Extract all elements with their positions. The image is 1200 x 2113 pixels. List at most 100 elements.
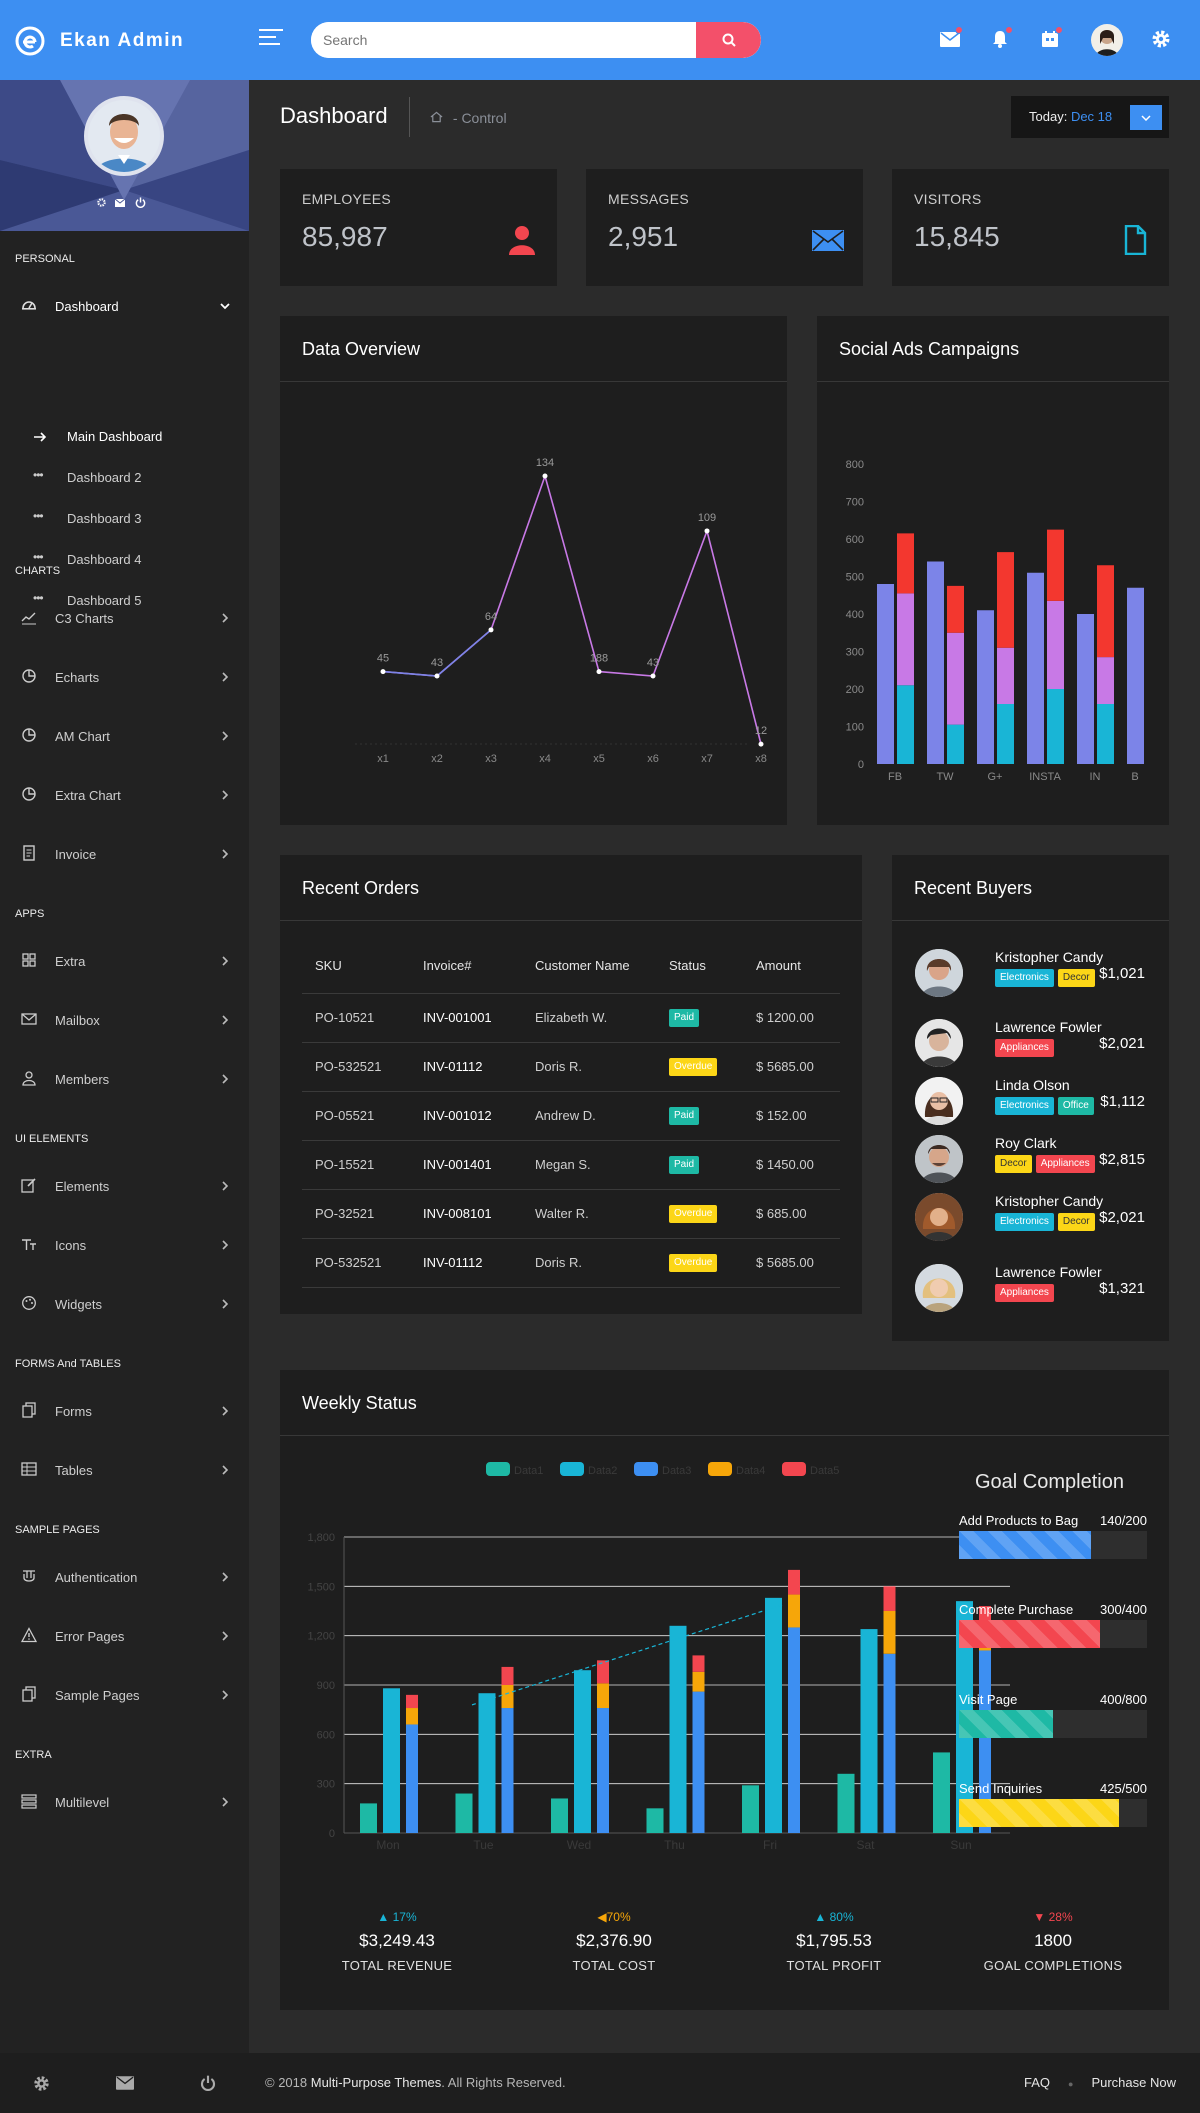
buyer-avatar	[915, 1135, 963, 1183]
sidebar-item-members[interactable]: Members	[0, 1054, 249, 1104]
power-icon[interactable]	[135, 197, 146, 208]
mail-icon[interactable]	[115, 199, 125, 207]
card-header: Weekly Status	[280, 1370, 1169, 1436]
table-row[interactable]: PO-532521 INV-01112 Doris R. Overdue $ 5685.…	[302, 1238, 840, 1288]
cell-invoice[interactable]: INV-001012	[410, 1091, 522, 1141]
search-input[interactable]	[311, 22, 691, 58]
menu-toggle-icon[interactable]	[259, 29, 283, 49]
sidebar-item-tables[interactable]: Tables	[0, 1445, 249, 1495]
tag-badge: Electronics	[995, 1097, 1054, 1115]
buyer-item[interactable]: Linda Olson Electronics Office $1,112	[915, 1077, 1173, 1137]
bar-data2	[383, 1688, 400, 1833]
gear-icon[interactable]	[97, 198, 106, 207]
buyer-item[interactable]: Kristopher Candy Electronics Decor $2,021	[915, 1193, 1173, 1253]
buyer-item[interactable]: Lawrence Fowler Appliances $1,321	[915, 1264, 1173, 1324]
x-tick-label: Tue	[473, 1838, 494, 1852]
user-icon	[509, 226, 535, 255]
cell-invoice[interactable]: INV-01112	[410, 1238, 522, 1288]
power-icon[interactable]	[200, 2075, 216, 2091]
sidebar-item-forms[interactable]: Forms	[0, 1386, 249, 1436]
sidebar-subitem-dashboard-5[interactable]: ••• Dashboard 5	[0, 586, 249, 616]
social-ads-bar-chart: 0 100 200 300 400 500 600 700 800 FB TW G+ INSTA IN B	[846, 459, 1144, 783]
column-header[interactable]: Amount	[743, 938, 840, 994]
data-label: 43	[647, 657, 659, 669]
cell-invoice[interactable]: INV-008101	[410, 1189, 522, 1239]
cell-sku: PO-532521	[302, 1238, 410, 1288]
sidebar-item-authentication[interactable]: Authentication	[0, 1552, 249, 1602]
sidebar-item-elements[interactable]: Elements	[0, 1161, 249, 1211]
table-row[interactable]: PO-05521 INV-001012 Andrew D. Paid $ 152.00	[302, 1091, 840, 1141]
cell-customer: Andrew D.	[522, 1091, 656, 1141]
column-header[interactable]: Status	[656, 938, 743, 994]
search-button[interactable]	[696, 22, 761, 58]
table-row[interactable]: PO-532521 INV-01112 Doris R. Overdue $ 5685.…	[302, 1042, 840, 1092]
chevron-right-icon	[222, 1015, 229, 1025]
card-title: Data Overview	[302, 339, 421, 359]
sidebar-item-widgets[interactable]: Widgets	[0, 1279, 249, 1329]
faq-link[interactable]: FAQ	[1024, 2075, 1051, 2090]
buyer-item[interactable]: Roy Clark Decor Appliances $2,815	[915, 1135, 1173, 1195]
sidebar-subitem-dashboard-4[interactable]: ••• Dashboard 4	[0, 545, 249, 575]
user-avatar[interactable]	[1091, 24, 1123, 56]
sidebar-item-sample-pages[interactable]: Sample Pages	[0, 1670, 249, 1720]
cell-customer: Megan S.	[522, 1140, 656, 1190]
settings[interactable]	[1148, 26, 1174, 52]
sidebar-subitem-main-dashboard[interactable]: Main Dashboard	[0, 422, 249, 452]
column-header[interactable]: Invoice#	[410, 938, 522, 994]
status-badge: Paid	[669, 1107, 700, 1125]
cell-invoice[interactable]: INV-001401	[410, 1140, 522, 1190]
sidebar-subitem-dashboard-2[interactable]: ••• Dashboard 2	[0, 463, 249, 493]
kpi-total-cost: ◀70% $2,376.90 TOTAL COST	[514, 1910, 714, 1973]
card-title: Recent Buyers	[914, 878, 1033, 898]
notifications[interactable]	[987, 26, 1013, 52]
stacked-bar-segment	[501, 1666, 514, 1685]
stacked-bar-segment	[406, 1724, 418, 1833]
table-row[interactable]: PO-15521 INV-001401 Megan S. Paid $ 1450.00	[302, 1140, 840, 1190]
card-header: Recent Buyers	[892, 855, 1169, 921]
buyer-item[interactable]: Lawrence Fowler Appliances $2,021	[915, 1019, 1173, 1079]
sidebar-item-c3-charts[interactable]: C3 Charts	[0, 593, 249, 643]
buyer-amount: $1,112	[1100, 1093, 1145, 1110]
cell-invoice[interactable]: INV-001001	[410, 993, 522, 1043]
date-dropdown-button[interactable]	[1130, 105, 1162, 130]
sidebar-item-icons[interactable]: Icons	[0, 1220, 249, 1270]
sidebar-item-error-pages[interactable]: Error Pages	[0, 1611, 249, 1661]
goal-name: Complete Purchase	[959, 1602, 1074, 1617]
data-point	[542, 473, 548, 479]
cell-invoice[interactable]: INV-01112	[410, 1042, 522, 1092]
sidebar-item-invoice[interactable]: Invoice	[0, 829, 249, 879]
chevron-right-icon	[222, 1690, 229, 1700]
sidebar-item-mailbox[interactable]: Mailbox	[0, 995, 249, 1045]
legend-label: Data2	[588, 1465, 617, 1477]
purchase-now-link[interactable]: Purchase Now	[1091, 2075, 1176, 2090]
table-row[interactable]: PO-32521 INV-008101 Walter R. Overdue $ 685.…	[302, 1189, 840, 1239]
tasks[interactable]	[1037, 26, 1063, 52]
cell-customer: Walter R.	[522, 1189, 656, 1239]
gear-icon[interactable]	[33, 2075, 50, 2092]
column-header[interactable]: Customer Name	[522, 938, 656, 994]
sidebar-item-extra[interactable]: Extra	[0, 936, 249, 986]
home-icon[interactable]	[430, 111, 443, 123]
column-header[interactable]: SKU	[302, 938, 410, 994]
table-row[interactable]: PO-10521 INV-001001 Elizabeth W. Paid $ 1200…	[302, 993, 840, 1043]
buyer-avatar	[915, 1193, 963, 1241]
sidebar-item-multilevel[interactable]: Multilevel	[0, 1777, 249, 1827]
mail-notification[interactable]	[937, 26, 963, 52]
legend-label: Data1	[514, 1465, 543, 1477]
sidebar-item-extra-chart[interactable]: Extra Chart	[0, 770, 249, 820]
buyer-item[interactable]: Kristopher Candy Electronics Decor $1,021	[915, 949, 1173, 1009]
sidebar-subitem-label: Dashboard 4	[67, 552, 142, 567]
sidebar-item-echarts[interactable]: Echarts	[0, 652, 249, 702]
sidebar-item-dashboard[interactable]: Dashboard	[0, 281, 249, 331]
profile-avatar[interactable]	[84, 96, 164, 176]
sidebar-item-label: Widgets	[55, 1296, 102, 1312]
sidebar-item-am-chart[interactable]: AM Chart	[0, 711, 249, 761]
chevron-right-icon	[222, 1299, 229, 1309]
bar	[1077, 614, 1094, 764]
sidebar-subitem-dashboard-3[interactable]: ••• Dashboard 3	[0, 504, 249, 534]
copyright-brand-link[interactable]: Multi-Purpose Themes	[310, 2075, 442, 2090]
mail-icon[interactable]	[116, 2076, 134, 2090]
brand[interactable]: Ekan Admin	[14, 25, 184, 57]
sidebar: PERSONAL Dashboard Main Dashboard ••• Da…	[0, 80, 249, 2053]
data-label: 12	[755, 725, 767, 737]
